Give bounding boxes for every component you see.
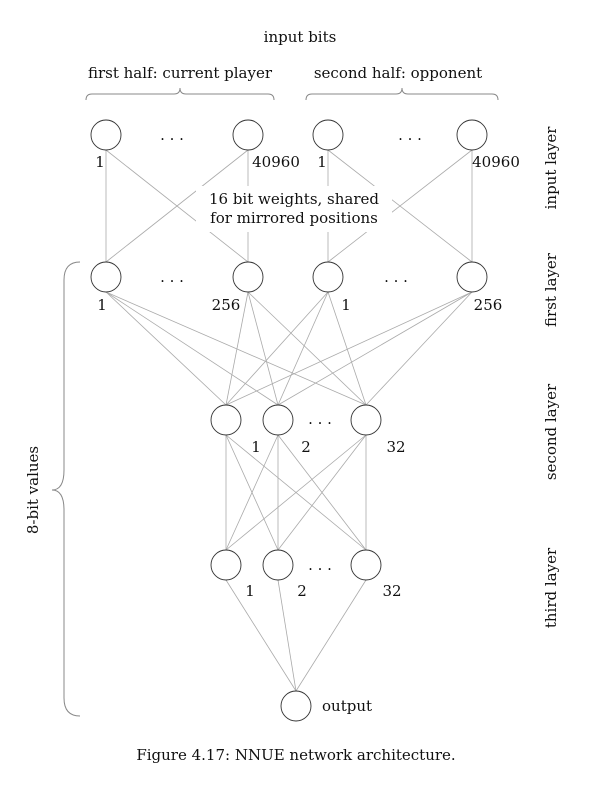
node-third-2: [262, 549, 294, 581]
node-first-b-last: [456, 261, 488, 293]
label-third-32: 32: [382, 582, 401, 600]
ellipsis-second: . . .: [308, 410, 332, 428]
annotation-line-2: for mirrored positions: [210, 209, 378, 227]
label-second-2: 2: [301, 438, 311, 456]
label-first-b-256: 256: [474, 296, 503, 314]
node-output: [280, 690, 312, 722]
label-second-32: 32: [386, 438, 405, 456]
layer-label-second: second layer: [542, 383, 560, 480]
ellipsis-input-a: . . .: [160, 126, 184, 144]
edge-first-0-second-0: [105, 291, 227, 406]
label-input-b-1: 1: [317, 153, 327, 171]
edge-first-1-second-1: [247, 291, 279, 406]
edge-first-3-second-0: [225, 291, 473, 406]
label-input-a-40960: 40960: [252, 153, 300, 171]
brace-8bit-values: [51, 261, 81, 717]
side-label-8bit-values: 8-bit values: [24, 446, 42, 534]
edge-first-2-second-1: [277, 291, 329, 406]
edge-input-1-first-0: [105, 149, 249, 263]
ellipsis-first-b: . . .: [384, 268, 408, 286]
layer-label-input: input layer: [542, 126, 560, 210]
label-third-2: 2: [297, 582, 307, 600]
annotation-line-1: 16 bit weights, shared: [209, 190, 379, 208]
ellipsis-first-a: . . .: [160, 268, 184, 286]
brace-second-half: [305, 87, 499, 101]
edge-first-3-second-2: [365, 291, 473, 406]
label-second-1: 1: [251, 438, 261, 456]
node-third-32: [350, 549, 382, 581]
layer-label-first: first layer: [542, 252, 560, 327]
edge-first-1-second-2: [247, 291, 367, 406]
edge-third-1-output: [277, 579, 297, 692]
edges-group: [105, 149, 473, 692]
nodes-group: [90, 119, 488, 722]
edge-second-2-third-0: [225, 434, 367, 551]
brace-first-half: [85, 87, 275, 101]
label-first-half: first half: current player: [88, 64, 273, 82]
edge-first-2-second-0: [225, 291, 329, 406]
node-second-32: [350, 404, 382, 436]
node-first-a-first: [90, 261, 122, 293]
edge-third-0-output: [225, 579, 297, 692]
ellipsis-input-b: . . .: [398, 126, 422, 144]
edge-input-3-first-2: [327, 149, 473, 263]
node-input-a-first: [90, 119, 122, 151]
edge-first-2-second-2: [327, 291, 367, 406]
node-input-a-last: [232, 119, 264, 151]
label-first-a-256: 256: [212, 296, 241, 314]
edge-first-0-second-1: [105, 291, 279, 406]
node-second-2: [262, 404, 294, 436]
label-output: output: [322, 697, 372, 715]
figure-caption: Figure 4.17: NNUE network architecture.: [136, 746, 455, 764]
edge-third-2-output: [295, 579, 367, 692]
title-input-bits: input bits: [264, 28, 337, 46]
node-input-b-last: [456, 119, 488, 151]
ellipsis-third: . . .: [308, 556, 332, 574]
label-input-b-40960: 40960: [472, 153, 520, 171]
annotation-background: [196, 186, 392, 232]
label-first-a-1: 1: [97, 296, 107, 314]
node-first-a-last: [232, 261, 264, 293]
edge-second-2-third-1: [277, 434, 367, 551]
node-input-b-first: [312, 119, 344, 151]
edge-second-1-third-0: [225, 434, 279, 551]
edge-first-1-second-0: [225, 291, 249, 406]
label-second-half: second half: opponent: [314, 64, 482, 82]
edge-first-0-second-2: [105, 291, 367, 406]
label-third-1: 1: [245, 582, 255, 600]
edge-first-3-second-1: [277, 291, 473, 406]
layer-label-third: third layer: [542, 547, 560, 628]
node-second-1: [210, 404, 242, 436]
label-first-b-1: 1: [341, 296, 351, 314]
node-first-b-first: [312, 261, 344, 293]
label-input-a-1: 1: [95, 153, 105, 171]
node-third-1: [210, 549, 242, 581]
